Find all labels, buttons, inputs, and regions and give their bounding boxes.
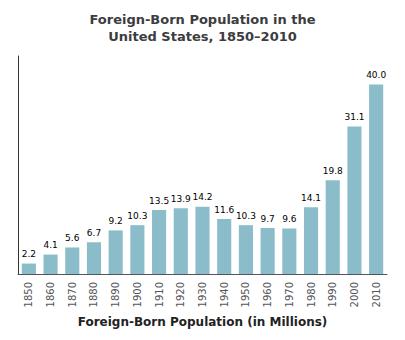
svg-text:13.9: 13.9 — [171, 194, 191, 204]
svg-text:Foreign-Born Population (in Mi: Foreign-Born Population (in Millions) — [78, 315, 328, 329]
svg-text:14.2: 14.2 — [192, 192, 212, 202]
svg-text:1940: 1940 — [219, 282, 230, 307]
svg-text:1860: 1860 — [45, 282, 56, 307]
svg-text:2000: 2000 — [349, 282, 360, 307]
svg-text:5.6: 5.6 — [65, 233, 80, 243]
svg-text:19.8: 19.8 — [323, 166, 343, 176]
svg-text:1880: 1880 — [88, 282, 99, 307]
svg-text:1920: 1920 — [175, 282, 186, 307]
svg-text:1870: 1870 — [67, 282, 78, 307]
svg-text:2010: 2010 — [371, 282, 382, 307]
svg-text:1990: 1990 — [327, 282, 338, 307]
svg-text:10.3: 10.3 — [127, 211, 147, 221]
svg-text:Foreign-Born Population in the: Foreign-Born Population in the — [89, 12, 315, 27]
svg-text:1890: 1890 — [110, 282, 121, 307]
svg-text:10.3: 10.3 — [236, 211, 256, 221]
svg-text:1850: 1850 — [23, 282, 34, 307]
svg-text:13.5: 13.5 — [149, 196, 169, 206]
svg-text:40.0: 40.0 — [366, 70, 386, 80]
svg-text:4.1: 4.1 — [43, 240, 57, 250]
svg-text:31.1: 31.1 — [344, 112, 364, 122]
svg-text:1980: 1980 — [306, 282, 317, 307]
svg-text:11.6: 11.6 — [214, 205, 234, 215]
svg-text:1900: 1900 — [132, 282, 143, 307]
svg-text:1960: 1960 — [262, 282, 273, 307]
svg-text:1930: 1930 — [197, 282, 208, 307]
svg-text:9.7: 9.7 — [260, 214, 274, 224]
svg-text:1970: 1970 — [284, 282, 295, 307]
svg-text:2.2: 2.2 — [22, 249, 36, 259]
svg-text:1910: 1910 — [154, 282, 165, 307]
svg-text:6.7: 6.7 — [87, 228, 101, 238]
svg-text:1950: 1950 — [240, 282, 251, 307]
svg-text:9.6: 9.6 — [282, 214, 297, 224]
svg-text:9.2: 9.2 — [109, 216, 123, 226]
svg-text:United States, 1850–2010: United States, 1850–2010 — [108, 29, 297, 44]
svg-text:14.1: 14.1 — [301, 193, 321, 203]
